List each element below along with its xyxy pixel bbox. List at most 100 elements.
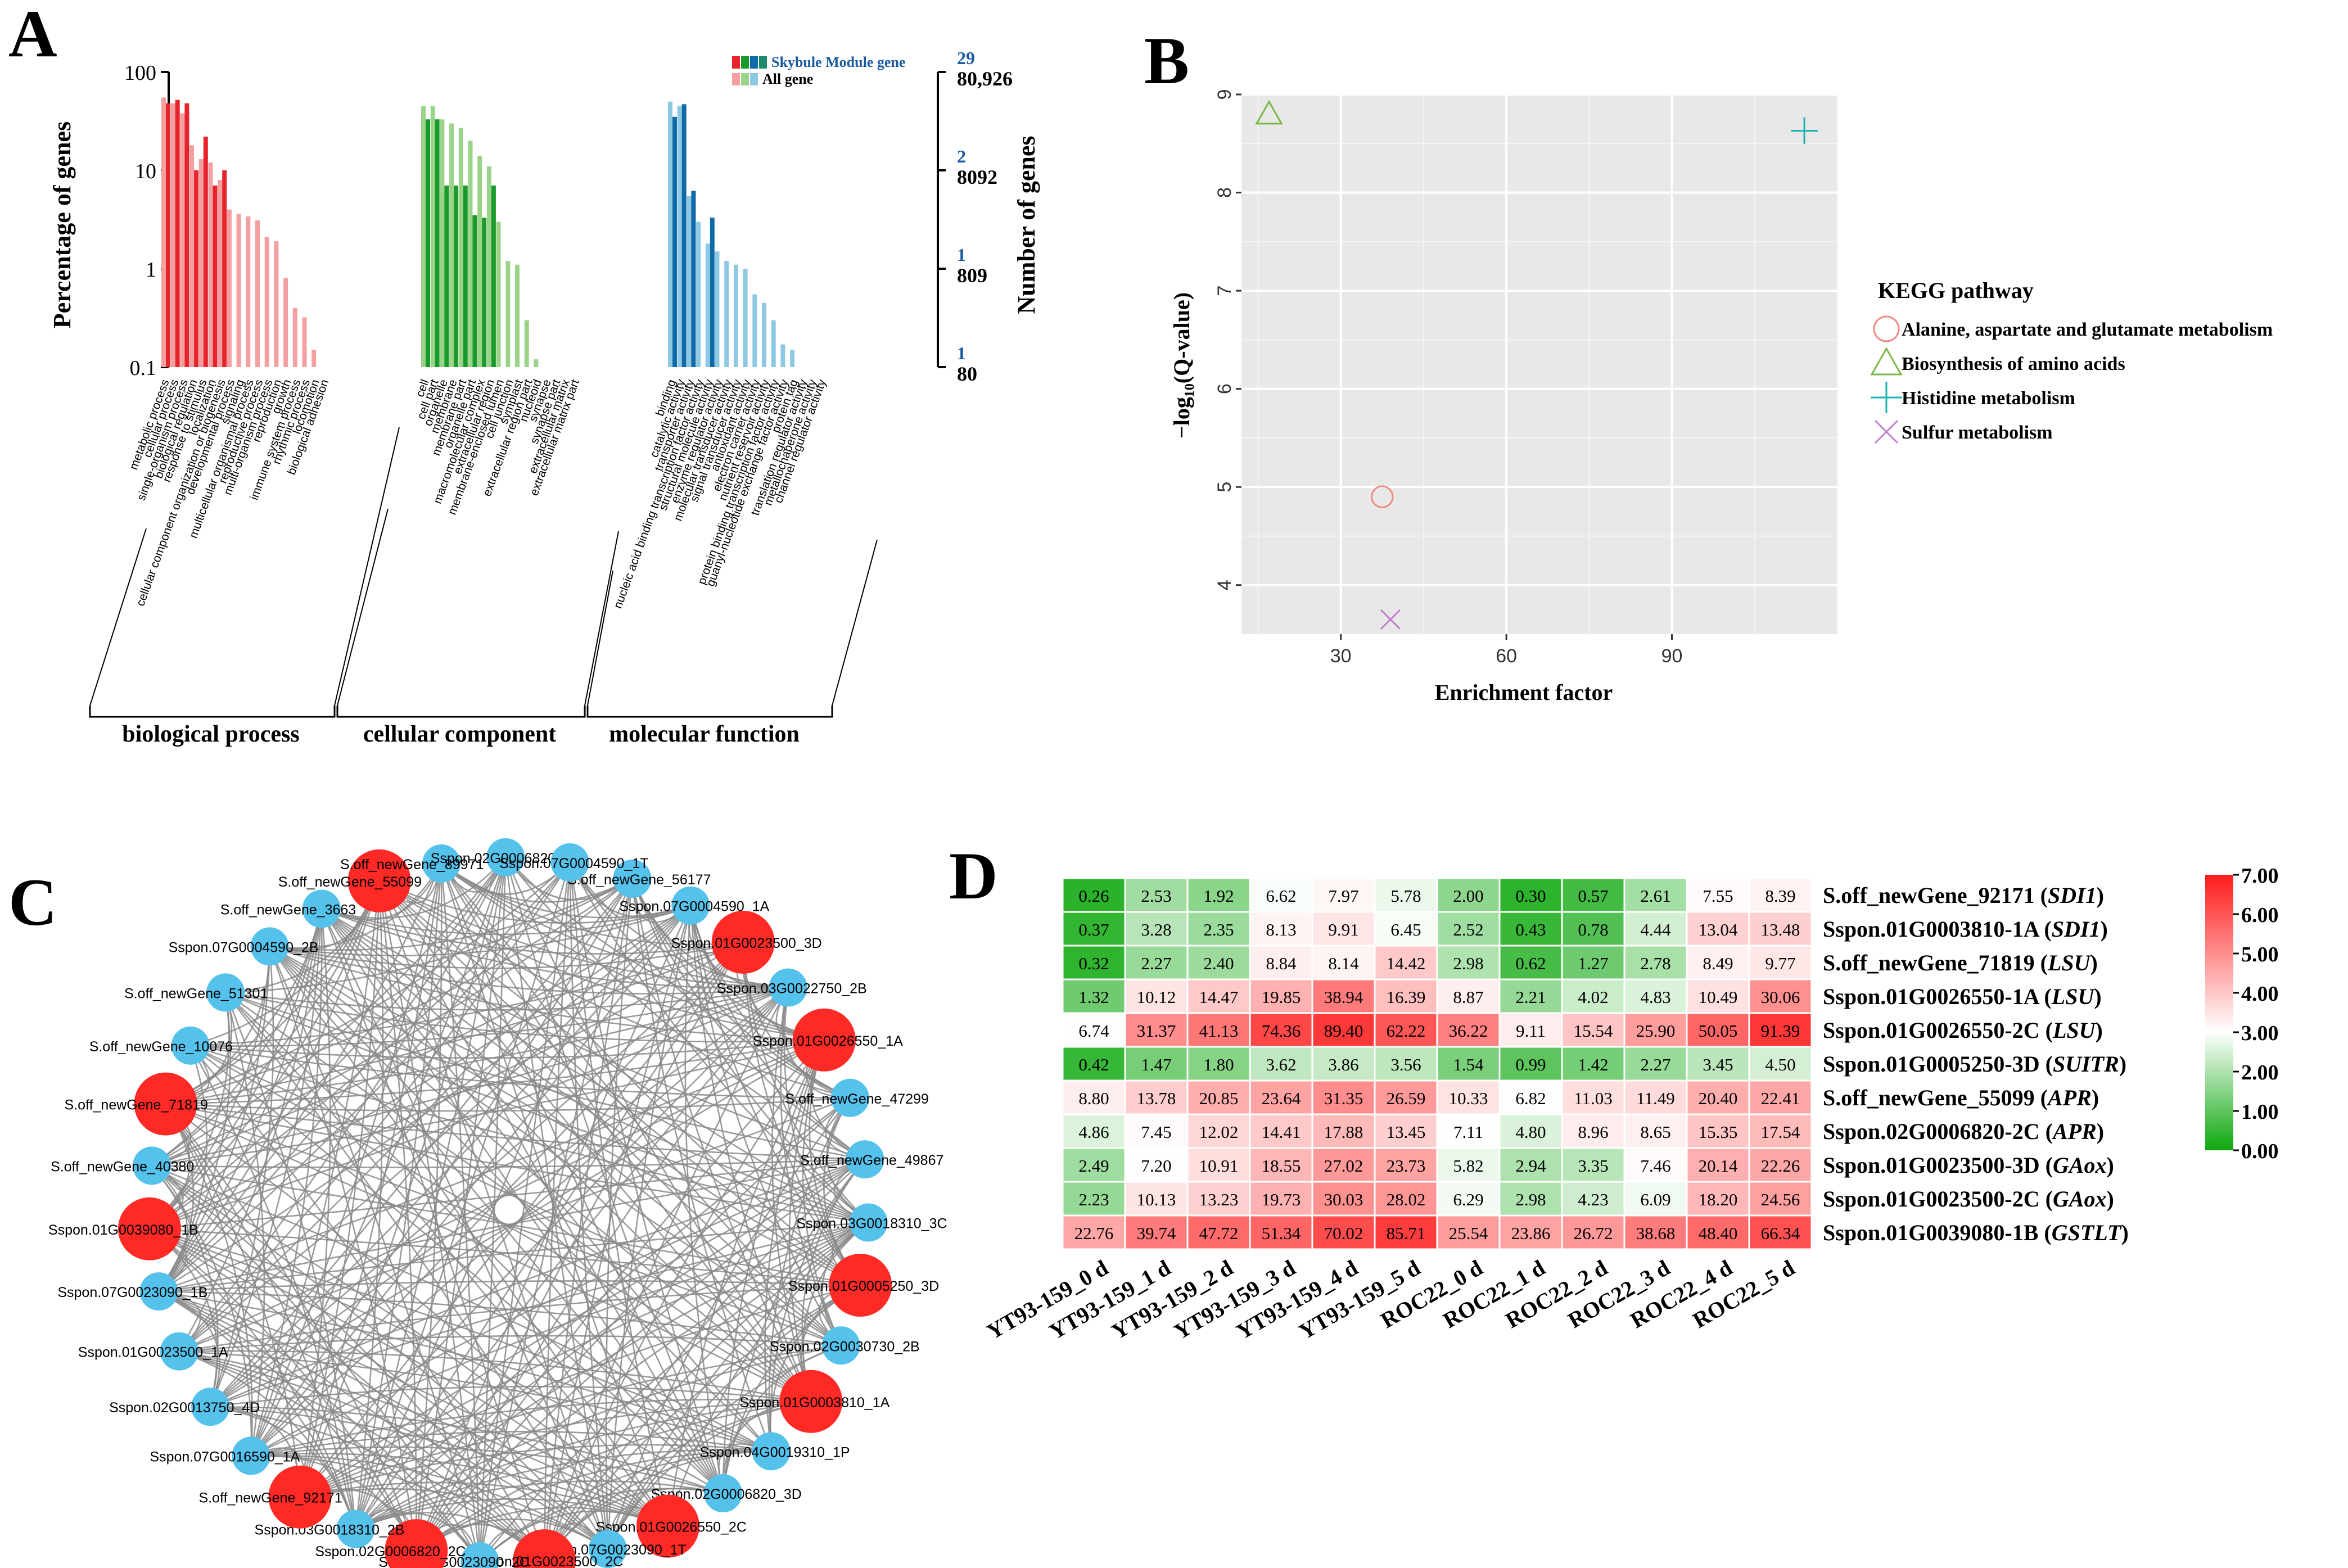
c-node [613,859,652,898]
d-cell-value: 4.80 [1515,1122,1546,1142]
a-bar-all [762,302,766,367]
c-nodes: S.off_newGene_56177Sspon.07G0004590_1ASs… [48,838,947,1568]
c-node-label: Sspon.07G0016590_1A [150,1449,300,1465]
c-edge [189,1045,356,1529]
a-bar-all [208,162,213,367]
c-edge [667,1222,869,1526]
c-edge [151,905,691,1167]
c-node-label: S.off_newGene_92171 [199,1490,342,1506]
d-cell-value: 1.80 [1203,1055,1234,1074]
c-node [550,843,589,882]
c-edge [151,1165,772,1452]
d-cell [1623,1181,1688,1217]
a-legend-swatch [759,56,767,69]
d-cell [1561,1079,1625,1115]
c-edge [190,1045,811,1402]
d-cell [1311,911,1376,947]
c-edge [269,946,861,1286]
d-cell-value: 2.98 [1453,954,1483,973]
d-cell-value: 2.52 [1453,920,1483,939]
a-bar-all [496,222,501,367]
d-scale-label: 5.00 [2241,943,2279,966]
b-legend: KEGG pathway Alanine, aspartate and gluta… [1870,278,2273,444]
d-cell-value: 48.40 [1699,1223,1738,1243]
a-bar-module [472,215,477,367]
panel-letter-d: D [949,838,998,913]
d-row-label: Sspon.02G0006820-2C (APR) [1823,1119,2104,1144]
c-edge [149,1228,356,1529]
c-edge [355,1345,842,1530]
c-edge [165,1103,253,1456]
c-edge [355,857,507,1529]
a-legend-swatch [732,73,740,85]
d-cell [1748,1046,1813,1082]
c-edge [569,862,669,1526]
b-ytick-label: 5 [1214,482,1235,492]
d-cell-value: 13.04 [1699,920,1738,939]
c-edge [543,1159,866,1561]
d-cell-value: 70.02 [1324,1223,1363,1243]
a-bar-all [780,344,785,367]
d-cell-value: 6.62 [1266,886,1296,906]
c-edge [299,909,331,1497]
a-ylabel-left: Percentage of genes [48,121,76,328]
a-bar-all [677,106,682,367]
c-node [385,1519,448,1568]
d-cell-value: 10.13 [1137,1190,1176,1209]
c-node-label: Sspon.07G0023090_1B [57,1285,207,1300]
d-cell [1748,1079,1813,1115]
c-edge [689,905,812,1402]
c-node [336,1510,375,1548]
c-edge [416,1039,825,1551]
c-edge [440,863,842,1346]
d-cell-value: 7.97 [1328,886,1358,906]
a-bar-module [213,186,218,367]
d-cell-value: 20.85 [1199,1088,1239,1108]
d-cell [1062,1079,1126,1115]
d-cell [1311,1012,1376,1048]
c-edge [722,1159,866,1494]
a-bar-all [534,359,539,367]
c-node-label: Sspon.02G0030730_2B [770,1339,920,1354]
c-edge [165,861,571,1105]
c-edge [149,1228,669,1527]
d-cell [1498,1012,1563,1048]
d-cell-value: 2.00 [1453,886,1483,906]
d-cell-value: 2.49 [1078,1156,1109,1176]
c-edge [269,946,788,995]
a-bar-all [505,261,511,367]
c-node-label: Sspon.01G0003810_1A [739,1395,889,1411]
b-xtick-label: 30 [1330,645,1352,667]
a-bar-module [454,186,459,367]
d-cell-value: 0.37 [1078,920,1109,939]
d-cell [1686,1046,1750,1082]
d-cell-value: 13.23 [1199,1190,1239,1209]
d-cell-value: 19.85 [1262,987,1301,1007]
d-cell-value: 14.42 [1387,954,1426,973]
b-ytick-label: 7 [1214,286,1235,296]
d-row-annot: GAox [2053,1186,2107,1212]
c-edge [209,909,323,1407]
c-edge [543,987,789,1561]
a-bracket-link [89,528,147,706]
a-bracket-link [337,508,389,706]
d-row-paren: ) [2094,984,2101,1009]
d-cell [1062,1214,1126,1250]
d-cell-value: 13.45 [1387,1122,1426,1142]
a-legend-label: All gene [762,71,813,87]
c-edge [689,905,842,1346]
d-cell [1748,1147,1813,1183]
c-edge [320,908,861,1286]
c-edge [165,878,633,1105]
a-group-brackets: biological process cellular component mole… [89,427,878,747]
d-cell [1311,877,1376,913]
c-edge [151,1165,669,1527]
c-edge [250,909,323,1456]
d-cell-value: 7.55 [1703,886,1733,906]
a-bar-module [435,119,440,367]
c-edge [441,861,571,895]
c-edge [158,1290,417,1551]
c-edge [159,1290,841,1346]
c-node [513,1529,576,1568]
